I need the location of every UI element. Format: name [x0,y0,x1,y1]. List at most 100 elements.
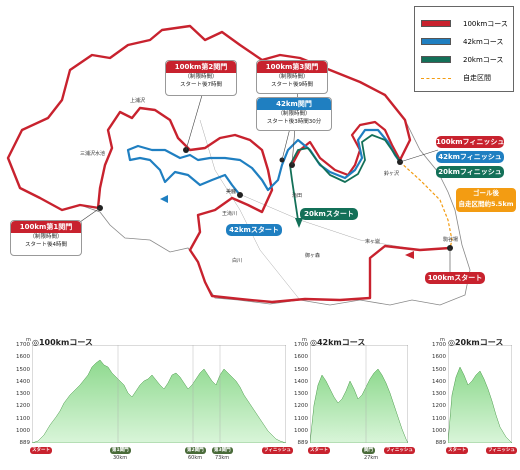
profile20-title: ◎20kmコース [448,338,504,347]
start100-pill: 100kmスタート [425,272,485,284]
map-legend: 100kmコース 42kmコース 20kmコース 自走区間 [414,6,514,92]
profile100-km73: 73km [215,455,230,461]
ytick-label: 889 [19,440,31,446]
legend-swatch-100 [421,20,451,27]
ytick-label: 1000 [294,427,308,434]
ytick-label: 1700 [294,342,308,348]
ytick-label: 1600 [294,354,308,361]
place-kamiurasawa: 上浦沢 [130,98,146,104]
profile100-km30: 30km [113,455,128,461]
ytick-label: 1200 [432,403,446,410]
ytick-label: 1100 [16,415,30,422]
profile20-finish: フィニッシュ [486,447,517,454]
elevation-profile-20 [448,345,512,443]
profile100-title: ◎100kmコース [32,338,93,347]
legend-label-self: 自走区間 [463,74,491,82]
ytick-label: 1700 [432,342,446,348]
gate42-box: 42km関門 （制限時間） スタート後3時間30分 [256,97,332,131]
gate42-sub1: （制限時間） [277,111,311,117]
gate1-box: 100km第1関門 （制限時間） スタート後4時間 [10,220,82,256]
finish42-pill: 42kmフィニッシュ [436,151,504,163]
gate2-title: 100km第2関門 [166,61,236,73]
course-100km [6,24,451,304]
place-hakusen: 白川 [232,258,243,264]
place-yuugen: 駒谷場 [443,237,459,243]
profile42-area [310,368,408,443]
profile20-start: スタート [446,447,468,454]
gate2-sub1: （制限時間） [184,74,218,80]
goal-after-box: ゴール後 自走区間約5.5km [456,188,516,212]
direction-arrow-42 [160,195,168,203]
ytick-label: 1500 [16,366,30,373]
start20-pill: 20kmスタート [300,208,358,220]
legend-label-20: 20kmコース [463,56,504,64]
ytick-label: 1300 [16,391,30,397]
start42-point [237,192,243,198]
place-ohma: 御ヶ森 [305,253,321,259]
profile20-unit: m [440,337,445,343]
ytick-label: 1100 [294,415,308,422]
profile100-gate2: 第2関門 [185,447,206,454]
profile20-area [448,366,512,443]
place-takita: 滝田 [292,193,303,199]
profile42-gate: 関門 [362,447,375,454]
course-20km [289,134,401,221]
ytick-label: 1400 [16,378,30,385]
goal-after-label: ゴール後 [473,189,499,197]
gate1-title: 100km第1関門 [11,221,81,233]
course-map [6,24,471,306]
ytick-label: 1300 [294,391,308,397]
ytick-label: 1400 [294,378,308,385]
legend-label-42: 42kmコース [463,38,504,46]
profile42-title: ◎42kmコース [310,338,366,347]
legend-swatch-self [421,78,451,79]
profile100-finish: フィニッシュ [262,447,293,454]
place-suzugasawa: 鈴ヶ沢 [384,171,400,177]
ytick-label: 889 [435,440,447,446]
finish20-pill: 20kmフィニッシュ [436,166,504,178]
gate3-sub2: スタート後9時間 [271,82,313,88]
direction-arrow-100 [405,251,414,259]
ytick-label: 1300 [432,391,446,397]
elevation-profile-100 [32,345,286,443]
profile42-km27: 27km [364,455,379,461]
ytick-label: 889 [297,440,309,446]
elevation-profile-42 [310,345,408,443]
legend-swatch-42 [421,38,451,45]
gate3-sub1: （制限時間） [275,74,309,80]
ytick-label: 1200 [294,403,308,410]
course-42km [126,128,401,196]
place-miurasawa: 三浦沢水池 [80,151,106,157]
ytick-label: 1200 [16,403,30,410]
profile100-gate1: 第1関門 [110,447,131,454]
course-100km-east [291,120,401,177]
ytick-label: 1600 [432,354,446,361]
profile100-km60: 60km [188,455,203,461]
legend-label-100: 100kmコース [463,20,508,28]
start42-pill: 42kmスタート [226,224,282,236]
gate1-sub1: （制限時間） [29,234,63,240]
profile42-finish: フィニッシュ [384,447,415,454]
profile100-gate3: 第3関門 [212,447,233,454]
ytick-label: 1400 [432,378,446,385]
ytick-label: 1000 [16,427,30,434]
gate42-title: 42km関門 [257,98,331,110]
direction-arrow-20 [295,218,303,228]
gate1-sub2: スタート後4時間 [25,242,67,248]
gate2-box: 100km第2関門 （制限時間） スタート後7時間 [165,60,237,96]
place-honou: 美鹿 [226,189,237,195]
ytick-label: 1600 [16,354,30,361]
ytick-label: 1000 [432,427,446,434]
profile42-start: スタート [308,447,330,454]
finish100-pill: 100kmフィニッシュ [436,136,505,148]
gate3-title: 100km第3関門 [257,61,327,73]
ytick-label: 1700 [16,342,30,348]
gate42-sub2: スタート後3時間30分 [266,119,322,125]
profile100-unit: m [26,337,31,343]
self-drive-section [399,161,453,249]
profile100-area [32,359,286,443]
profile42-unit: m [302,337,307,343]
ytick-label: 1100 [432,415,446,422]
legend-swatch-20 [421,56,451,63]
gate2-sub2: スタート後7時間 [180,82,222,88]
